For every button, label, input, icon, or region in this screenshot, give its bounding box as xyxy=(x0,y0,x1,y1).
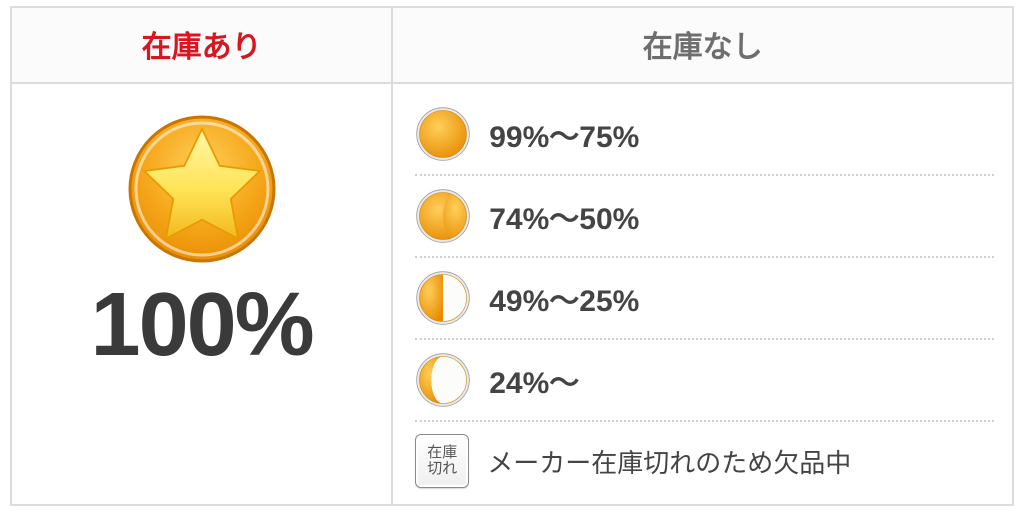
star-100-icon xyxy=(127,114,277,264)
out-of-stock-badge-icon: 在庫 切れ xyxy=(415,434,469,488)
percent-100-label: 100% xyxy=(91,280,313,370)
level-row: 99%〜75% xyxy=(415,94,994,176)
maker-oos-row: 在庫 切れ メーカー在庫切れのため欠品中 xyxy=(415,422,994,492)
maker-oos-text: メーカー在庫切れのため欠品中 xyxy=(487,443,851,480)
level-row: 49%〜25% xyxy=(415,258,994,340)
level-label: 24%〜 xyxy=(489,358,579,402)
level-row: 24%〜 xyxy=(415,340,994,422)
level-label: 49%〜25% xyxy=(489,276,639,320)
level-label: 74%〜50% xyxy=(489,194,639,238)
in-stock-cell: 100% xyxy=(11,83,392,505)
header-out-of-stock: 在庫なし xyxy=(392,7,1013,83)
moon-icon xyxy=(415,188,471,244)
moon-icon xyxy=(415,106,471,162)
moon-icon xyxy=(415,270,471,326)
badge-line2: 切れ xyxy=(427,461,457,478)
badge-line1: 在庫 xyxy=(427,445,457,462)
stock-legend-table: 在庫あり 在庫なし xyxy=(10,6,1014,506)
moon-icon xyxy=(415,352,471,408)
out-of-stock-cell: 99%〜75% xyxy=(392,83,1013,505)
level-row: 74%〜50% xyxy=(415,176,994,258)
level-label: 99%〜75% xyxy=(489,112,639,156)
header-in-stock: 在庫あり xyxy=(11,7,392,83)
